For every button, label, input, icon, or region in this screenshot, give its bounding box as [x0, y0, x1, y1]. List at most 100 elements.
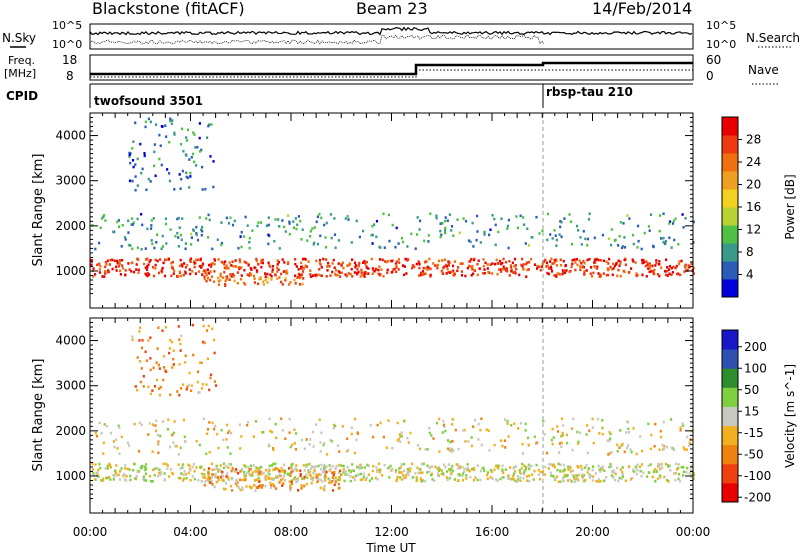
velocity-pixel: [562, 424, 565, 427]
velocity-pixel: [325, 453, 329, 456]
velocity-pixel: [114, 471, 117, 475]
velocity-pixel: [448, 449, 451, 452]
power-pixel: [668, 222, 671, 225]
power-pixel: [556, 272, 559, 276]
velocity-pixel: [586, 471, 589, 474]
power-pixel: [213, 259, 216, 262]
power-pixel: [157, 271, 161, 275]
power-pixel: [671, 271, 674, 274]
velocity-pixel: [257, 471, 260, 474]
power-pixel: [362, 273, 365, 277]
velocity-pixel: [466, 466, 469, 470]
velocity-pixel: [98, 421, 101, 424]
cpid-program-2: rbsp-tau 210: [546, 85, 633, 99]
velocity-pixel: [200, 387, 204, 390]
velocity-pixel: [400, 478, 403, 481]
power-pixel: [673, 238, 676, 242]
noise-right-tick-low: 10^0: [706, 38, 736, 51]
velocity-pixel: [182, 418, 185, 422]
velocity-pixel: [95, 434, 99, 438]
power-pixel: [585, 269, 588, 272]
power-pixel: [192, 131, 195, 134]
power-pixel: [94, 273, 97, 276]
power-pixel: [448, 213, 451, 216]
velocity-pixel: [268, 473, 271, 476]
velocity-pixel: [569, 470, 572, 473]
power-pixel: [687, 264, 690, 267]
power-pixel: [632, 260, 635, 263]
power-pixel: [207, 124, 210, 128]
velocity-pixel: [222, 438, 225, 442]
velocity-pixel: [560, 441, 563, 445]
velocity-pixel: [411, 476, 414, 479]
power-pixel: [174, 234, 177, 238]
power-pixel: [301, 257, 305, 261]
velocity-pixel: [319, 473, 322, 476]
velocity-pixel: [343, 479, 346, 483]
power-colorbar-swatch: [722, 117, 738, 136]
velocity-pixel: [323, 463, 326, 467]
velocity-pixel: [608, 431, 611, 434]
velocity-pixel: [333, 478, 336, 482]
power-pixel: [186, 176, 190, 180]
velocity-pixel: [118, 426, 121, 429]
power-pixel: [423, 239, 426, 243]
velocity-pixel: [504, 446, 507, 449]
power-pixel: [206, 136, 209, 139]
velocity-pixel: [597, 480, 600, 483]
velocity-pixel: [272, 462, 275, 466]
power-pixel: [288, 220, 291, 224]
velocity-pixel: [557, 462, 560, 466]
velocity-pixel: [152, 366, 155, 370]
power-pixel: [113, 259, 116, 262]
velocity-pixel: [338, 450, 341, 453]
power-pixel: [487, 271, 490, 274]
velocity-pixel: [288, 472, 291, 476]
power-pixel: [201, 165, 204, 169]
velocity-pixel: [142, 385, 145, 388]
power-pixel: [546, 212, 550, 216]
velocity-pixel: [252, 435, 255, 438]
velocity-pixel: [558, 451, 561, 454]
power-pixel: [318, 268, 321, 271]
power-pixel: [149, 120, 152, 124]
velocity-pixel: [162, 462, 165, 466]
velocity-pixel: [555, 475, 558, 478]
velocity-pixel: [374, 476, 377, 480]
velocity-pixel: [222, 487, 226, 491]
velocity-pixel: [418, 447, 421, 451]
power-pixel: [666, 274, 669, 277]
power-pixel: [242, 281, 246, 285]
power-pixel: [453, 260, 457, 263]
velocity-pixel: [235, 470, 238, 473]
power-pixel: [311, 227, 314, 230]
power-pixel: [135, 263, 138, 266]
velocity-pixel: [490, 470, 493, 473]
power-pixel: [165, 135, 168, 138]
velocity-pixel: [689, 468, 692, 472]
velocity-pixel: [191, 323, 194, 327]
velocity-pixel: [303, 477, 306, 480]
velocity-pixel: [195, 439, 198, 443]
velocity-pixel: [388, 476, 391, 479]
velocity-pixel: [109, 466, 112, 469]
power-pixel: [571, 258, 574, 262]
velocity-pixel: [171, 433, 174, 437]
power-pixel: [309, 269, 312, 272]
velocity-pixel: [213, 351, 216, 355]
power-pixel: [563, 271, 567, 275]
power-pixel: [160, 247, 163, 250]
velocity-pixel: [370, 477, 373, 480]
power-pixel: [201, 225, 204, 229]
power-pixel: [149, 180, 152, 183]
velocity-pixel: [520, 472, 523, 476]
power-pixel: [667, 268, 671, 271]
power-pixel: [301, 270, 305, 273]
power-pixel: [337, 262, 340, 265]
velocity-pixel: [485, 428, 488, 431]
velocity-pixel: [239, 447, 242, 450]
velocity-pixel: [586, 451, 589, 455]
power-pixel: [635, 272, 638, 275]
velocity-pixel: [318, 418, 321, 421]
time-axis: 00:00 04:00 08:00 12:00 16:00 20:00 00:00: [73, 525, 711, 539]
